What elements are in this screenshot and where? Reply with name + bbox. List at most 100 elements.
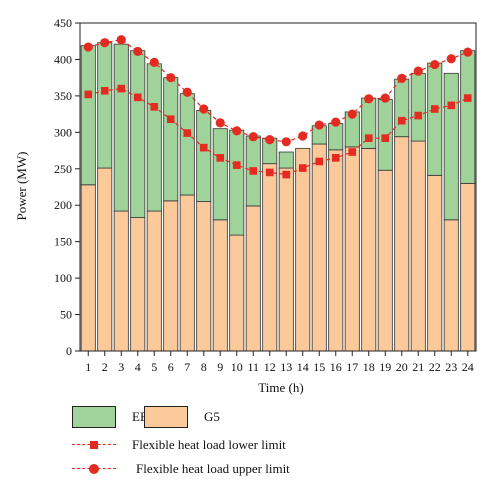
- bar-eb-23: [443, 72, 459, 221]
- bar-g5-5: [146, 210, 162, 352]
- marker-lower-limit-10: [232, 161, 241, 169]
- marker-upper-limit-15: [314, 120, 324, 130]
- bar-eb-8: [196, 110, 212, 202]
- marker-lower-limit-12: [265, 168, 274, 177]
- marker-lower-limit-23: [447, 101, 456, 110]
- legend-label-g5: G5: [204, 409, 220, 424]
- x-tick-label-24: 24: [462, 360, 474, 374]
- y-tick-label-150: 150: [54, 235, 72, 249]
- marker-lower-limit-13: [282, 170, 291, 179]
- bar-g5-8: [196, 201, 212, 352]
- legend-swatch-eb: [72, 406, 116, 428]
- marker-lower-limit-2: [100, 86, 109, 95]
- bar-g5-18: [361, 147, 377, 352]
- bar-g5-21: [410, 140, 426, 352]
- bar-g5-15: [311, 143, 327, 352]
- y-tick-label-450: 450: [54, 16, 72, 30]
- bar-g5-23: [443, 219, 459, 352]
- bar-eb-3: [113, 43, 129, 212]
- bars-layer: [80, 42, 476, 352]
- x-tick-label-1: 1: [85, 360, 91, 374]
- x-tick-label-14: 14: [297, 360, 309, 374]
- x-tick-label-13: 13: [280, 360, 292, 374]
- bar-g5-9: [212, 219, 228, 352]
- bar-g5-7: [179, 194, 195, 352]
- bar-g5-19: [377, 169, 393, 352]
- y-tick-label-0: 0: [66, 344, 72, 358]
- bar-eb-9: [212, 128, 228, 221]
- x-tick-label-10: 10: [231, 360, 243, 374]
- marker-upper-limit-16: [331, 117, 341, 127]
- marker-upper-limit-14: [298, 131, 308, 141]
- bar-g5-2: [97, 167, 113, 352]
- legend-item-upper-limit: Flexible heat load upper limit: [72, 461, 290, 477]
- bar-eb-22: [427, 62, 443, 176]
- marker-lower-limit-18: [364, 134, 373, 142]
- marker-lower-limit-22: [430, 105, 439, 113]
- y-tick-label-300: 300: [54, 125, 72, 139]
- marker-upper-limit-6: [166, 73, 176, 83]
- marker-upper-limit-23: [446, 54, 456, 64]
- bar-eb-24: [460, 50, 476, 184]
- x-tick-label-23: 23: [445, 360, 457, 374]
- legend-key-lower-limit: [72, 439, 116, 451]
- bar-eb-20: [394, 78, 410, 138]
- x-tick-label-22: 22: [429, 360, 441, 374]
- y-tick-label-400: 400: [54, 52, 72, 66]
- x-tick-label-9: 9: [217, 360, 223, 374]
- marker-lower-limit-8: [199, 143, 208, 152]
- marker-upper-limit-20: [397, 73, 407, 83]
- marker-lower-limit-14: [298, 164, 307, 172]
- legend-swatch-g5: [144, 406, 188, 428]
- x-tick-label-4: 4: [135, 360, 141, 374]
- bar-g5-13: [278, 167, 294, 352]
- bar-g5-1: [80, 184, 96, 352]
- marker-upper-limit-11: [248, 132, 258, 142]
- bar-eb-4: [130, 50, 146, 219]
- marker-lower-limit-7: [183, 129, 192, 137]
- legend-label-upper-limit: Flexible heat load upper limit: [136, 461, 290, 476]
- bar-eb-2: [97, 42, 113, 169]
- marker-upper-limit-4: [133, 46, 143, 57]
- bar-g5-24: [460, 182, 476, 352]
- legend-item-eb: EB: [72, 406, 149, 428]
- marker-upper-limit-17: [347, 109, 357, 119]
- x-tick-label-17: 17: [346, 360, 358, 374]
- legend-label-lower-limit: Flexible heat load lower limit: [132, 437, 286, 452]
- x-tick-label-16: 16: [330, 360, 342, 374]
- bar-g5-4: [130, 217, 146, 352]
- marker-lower-limit-21: [414, 111, 423, 120]
- bar-g5-20: [394, 136, 410, 352]
- x-tick-label-8: 8: [201, 360, 207, 374]
- marker-upper-limit-2: [100, 38, 110, 48]
- marker-upper-limit-12: [265, 135, 275, 145]
- bar-g5-16: [328, 149, 344, 352]
- marker-lower-limit-17: [348, 148, 357, 156]
- bar-eb-21: [410, 72, 426, 142]
- marker-lower-limit-11: [249, 167, 258, 175]
- lines-layer: [83, 35, 473, 179]
- bar-g5-22: [427, 174, 443, 352]
- legend-key-upper-limit: [72, 463, 116, 475]
- marker-upper-limit-19: [380, 93, 390, 103]
- bar-g5-10: [229, 234, 245, 352]
- marker-upper-limit-18: [364, 94, 374, 104]
- bar-g5-12: [262, 163, 278, 352]
- x-tick-label-7: 7: [184, 360, 190, 374]
- x-tick-label-21: 21: [412, 360, 424, 374]
- x-tick-label-3: 3: [118, 360, 124, 374]
- x-tick-label-15: 15: [313, 360, 325, 374]
- legend: EB G5 Flexible heat load lower limit Fle…: [72, 404, 472, 490]
- marker-upper-limit-22: [430, 59, 440, 70]
- marker-upper-limit-8: [199, 104, 209, 114]
- marker-lower-limit-19: [381, 134, 390, 142]
- bar-eb-10: [229, 129, 245, 236]
- x-tick-label-19: 19: [379, 360, 391, 374]
- marker-upper-limit-24: [463, 47, 473, 57]
- legend-item-lower-limit: Flexible heat load lower limit: [72, 437, 286, 453]
- marker-upper-limit-10: [232, 126, 242, 136]
- marker-upper-limit-3: [116, 35, 126, 45]
- y-axis-label: Power (MW): [14, 152, 29, 221]
